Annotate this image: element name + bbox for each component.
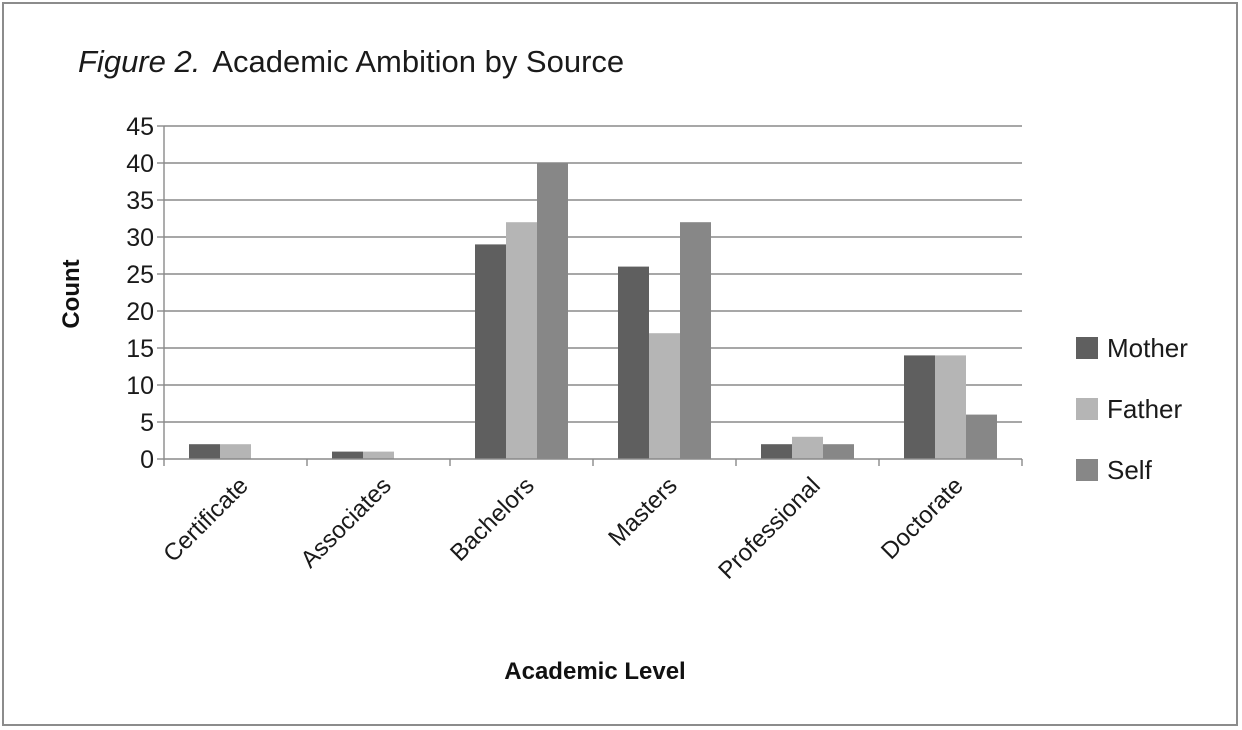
bar-mother-certificate bbox=[189, 444, 220, 459]
bar-mother-bachelors bbox=[475, 244, 506, 459]
x-category-labels: Certificate Associates Bachelors Masters Pro… bbox=[158, 472, 968, 584]
bar-mother-doctorate bbox=[904, 355, 935, 459]
legend-label-father: Father bbox=[1107, 394, 1182, 424]
y-tick-label: 20 bbox=[126, 298, 154, 326]
y-axis-title: Count bbox=[58, 259, 85, 328]
bars bbox=[189, 163, 997, 459]
x-category-label: Doctorate bbox=[876, 472, 969, 565]
bar-father-bachelors bbox=[506, 222, 537, 459]
legend-swatch-self bbox=[1076, 459, 1098, 481]
x-category-label: Professional bbox=[713, 472, 825, 584]
y-tick-label: 5 bbox=[140, 409, 154, 437]
bar-father-doctorate bbox=[935, 355, 966, 459]
bar-father-masters bbox=[649, 333, 680, 459]
y-tick-labels: 0 5 10 15 20 25 30 35 40 45 bbox=[126, 113, 154, 474]
bar-father-professional bbox=[792, 436, 823, 459]
x-axis-title: Academic Level bbox=[504, 658, 685, 685]
y-tick-label: 15 bbox=[126, 335, 154, 363]
bar-father-certificate bbox=[220, 444, 251, 459]
y-tick-label: 40 bbox=[126, 150, 154, 178]
chart-title: Figure 2. Academic Ambition by Source bbox=[78, 44, 624, 79]
y-tick-label: 45 bbox=[126, 113, 154, 141]
chart-title-prefix: Figure 2. bbox=[78, 44, 200, 79]
legend-label-self: Self bbox=[1107, 455, 1153, 485]
x-category-label: Masters bbox=[603, 472, 682, 551]
bar-mother-associates bbox=[332, 451, 363, 459]
gridlines bbox=[157, 125, 1022, 460]
y-tick-label: 0 bbox=[140, 446, 154, 474]
bar-self-doctorate bbox=[966, 414, 997, 459]
chart-title-text: Academic Ambition by Source bbox=[212, 44, 624, 79]
x-category-label: Associates bbox=[296, 472, 397, 573]
legend-swatch-father bbox=[1076, 398, 1098, 420]
axes bbox=[163, 126, 1023, 466]
legend-swatch-mother bbox=[1076, 337, 1098, 359]
bar-mother-masters bbox=[618, 266, 649, 459]
bar-self-bachelors bbox=[537, 163, 568, 459]
bar-mother-professional bbox=[761, 444, 792, 459]
bar-father-associates bbox=[363, 451, 394, 459]
y-tick-label: 35 bbox=[126, 187, 154, 215]
legend: Mother Father Self bbox=[1076, 333, 1188, 485]
y-tick-label: 30 bbox=[126, 224, 154, 252]
chart-svg: Figure 2. Academic Ambition by Source 0 5 1… bbox=[58, 44, 1188, 685]
y-tick-label: 10 bbox=[126, 372, 154, 400]
bar-self-professional bbox=[823, 444, 854, 459]
x-category-label: Certificate bbox=[158, 472, 253, 567]
x-category-label: Bachelors bbox=[445, 472, 540, 567]
bar-self-masters bbox=[680, 222, 711, 459]
y-tick-label: 25 bbox=[126, 261, 154, 289]
legend-label-mother: Mother bbox=[1107, 333, 1188, 363]
